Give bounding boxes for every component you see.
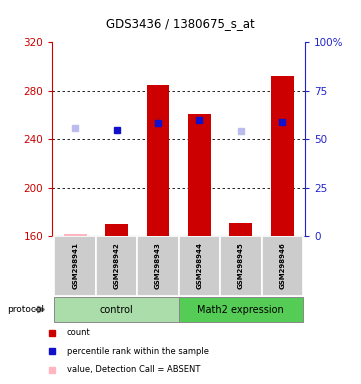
- Bar: [262, 236, 303, 296]
- Text: control: control: [100, 305, 134, 314]
- Bar: [64, 234, 87, 236]
- Text: Math2 expression: Math2 expression: [197, 305, 284, 314]
- Bar: [188, 114, 211, 236]
- Text: GSM298944: GSM298944: [196, 242, 203, 290]
- Text: GDS3436 / 1380675_s_at: GDS3436 / 1380675_s_at: [106, 17, 255, 30]
- Bar: [55, 236, 96, 296]
- Bar: [220, 236, 262, 296]
- Bar: [230, 223, 252, 236]
- Bar: [179, 297, 303, 322]
- Bar: [105, 224, 128, 236]
- Text: value, Detection Call = ABSENT: value, Detection Call = ABSENT: [67, 365, 200, 374]
- Text: GSM298946: GSM298946: [279, 243, 285, 289]
- Bar: [271, 76, 293, 236]
- Text: count: count: [67, 328, 91, 338]
- Text: protocol: protocol: [7, 305, 44, 314]
- Bar: [96, 236, 137, 296]
- Bar: [147, 84, 169, 236]
- Bar: [137, 236, 179, 296]
- Text: GSM298945: GSM298945: [238, 243, 244, 289]
- Bar: [179, 236, 220, 296]
- Text: GSM298941: GSM298941: [72, 242, 78, 290]
- Text: GSM298942: GSM298942: [114, 243, 119, 289]
- Text: GSM298943: GSM298943: [155, 242, 161, 290]
- Bar: [55, 297, 179, 322]
- Text: percentile rank within the sample: percentile rank within the sample: [67, 347, 209, 356]
